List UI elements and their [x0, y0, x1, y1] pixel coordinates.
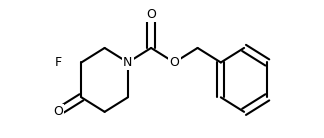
Text: O: O — [169, 56, 179, 69]
Text: O: O — [146, 8, 156, 21]
Text: F: F — [54, 56, 62, 69]
Text: N: N — [123, 56, 133, 69]
Text: O: O — [53, 105, 63, 118]
